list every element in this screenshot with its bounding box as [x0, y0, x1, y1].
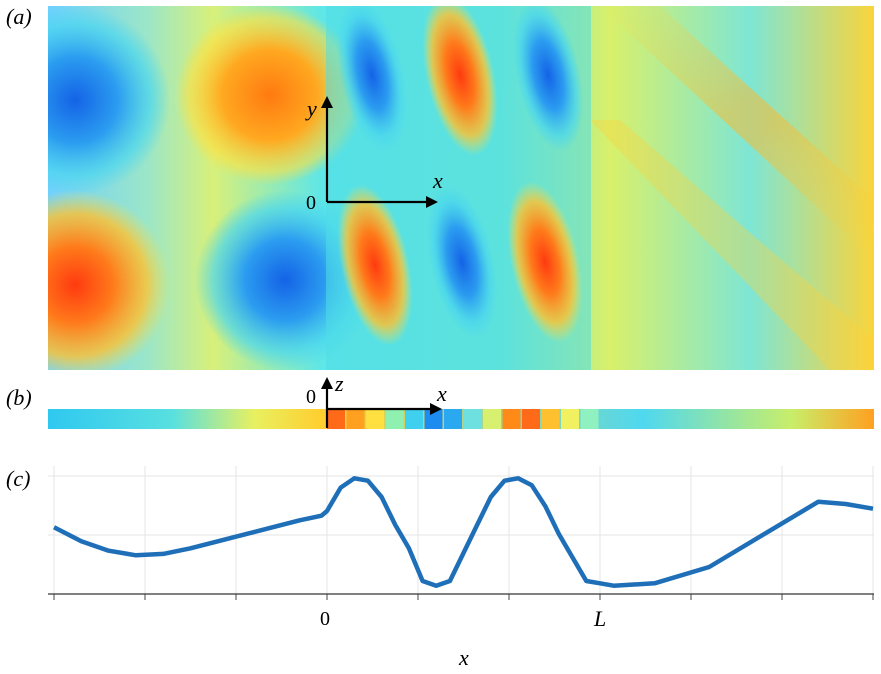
strip-cell	[444, 409, 462, 429]
panel-a-field	[48, 6, 874, 370]
strip-cell	[346, 409, 365, 429]
panel-c-xlabel: x	[458, 645, 469, 670]
cell-red-2	[337, 184, 413, 346]
panel-a-origin: 0	[306, 192, 316, 214]
cell-red-3	[507, 181, 583, 343]
z-arrow-head	[321, 377, 333, 389]
strip-cell	[561, 409, 579, 429]
panel-c-grid	[48, 466, 874, 594]
cell-red-1	[422, 6, 498, 156]
panel-c-label: (c)	[6, 466, 30, 491]
y-arrow-head	[321, 96, 333, 108]
blob-blue-upper-left	[48, 6, 170, 195]
tick-label-L: L	[593, 606, 606, 631]
strip-cell	[385, 409, 404, 429]
panel-b-cells	[327, 409, 599, 429]
blob-orange-upper-mid	[175, 6, 365, 185]
strip-cell	[483, 409, 501, 429]
cell-blue-2	[512, 6, 584, 152]
panel-a-x-label: x	[432, 168, 443, 193]
strip-cell	[405, 409, 423, 429]
blob-red-lower-left	[48, 190, 170, 370]
x-arrow-head	[426, 196, 438, 208]
panel-a-axes: y x 0	[305, 96, 443, 214]
panel-c-curve	[52, 476, 874, 588]
strip-cell	[541, 409, 560, 429]
strip-cell	[327, 409, 345, 429]
strip-cell	[463, 409, 482, 429]
panel-c-ticks	[53, 594, 874, 600]
strip-cell	[366, 409, 384, 429]
diagonal-band-upper	[600, 6, 874, 260]
strip-cell	[522, 409, 540, 429]
x-arrow-head-b	[430, 403, 442, 415]
panel-b-z-label: z	[334, 371, 344, 396]
panel-a-label: (a)	[6, 4, 32, 29]
cell-blue-1	[336, 6, 408, 152]
panel-a-y-label: y	[305, 96, 317, 121]
panel-b-x-label: x	[436, 381, 447, 406]
tick-label-zero: 0	[320, 608, 330, 630]
strip-cell	[580, 409, 599, 429]
strip-cell	[502, 409, 521, 429]
cell-blue-3	[426, 185, 498, 339]
panel-b-label: (b)	[6, 385, 32, 410]
strip-cell	[424, 409, 443, 429]
panel-b-origin: 0	[306, 386, 316, 408]
panel-b-axes: z x 0	[306, 371, 447, 428]
diagonal-band-lower	[590, 120, 874, 370]
